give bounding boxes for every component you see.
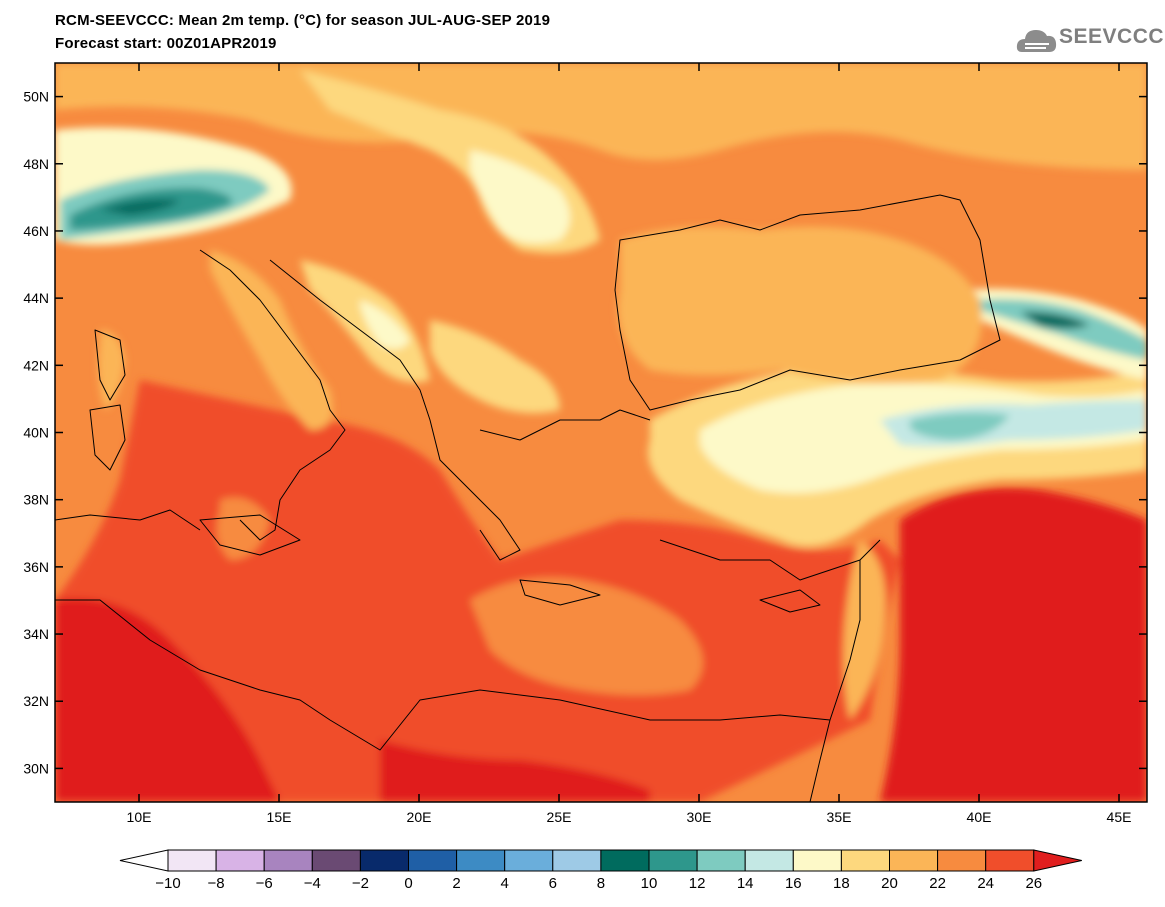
- lon-label: 45E: [1107, 809, 1132, 825]
- colorbar-label: −2: [352, 875, 369, 892]
- colorbar-under-arrow: [119, 849, 169, 872]
- lat-label: 48N: [23, 156, 49, 172]
- colorbar-labels: −10 −8 −6 −4 −2 0 2 4 6 8 10 12 14 16 18 20 22 24 26: [155, 875, 1042, 892]
- colorbar-bin: [215, 849, 265, 872]
- colorbar-label: 6: [549, 875, 557, 892]
- lat-label: 46N: [23, 223, 49, 239]
- colorbar-label: 26: [1025, 875, 1042, 892]
- lon-label: 15E: [267, 809, 292, 825]
- lat-label: 30N: [23, 760, 49, 776]
- lon-label: 10E: [127, 809, 152, 825]
- colorbar-bin: [840, 849, 891, 872]
- cloud-icon: [1016, 30, 1057, 52]
- colorbar-bin: [648, 849, 698, 872]
- colorbar-label: 2: [452, 875, 460, 892]
- colorbar-label: −8: [208, 875, 225, 892]
- lat-label: 40N: [23, 425, 49, 441]
- colorbar-label: 24: [977, 875, 994, 892]
- latitude-labels: 30N 32N 34N 36N 38N 40N 42N 44N 46N 48N 50N: [23, 89, 49, 777]
- lat-label: 44N: [23, 290, 49, 306]
- colorbar-bin: [889, 849, 939, 872]
- colorbar-label: 22: [929, 875, 946, 892]
- colorbar-bin: [167, 849, 217, 872]
- colorbar-bin: [937, 849, 987, 872]
- colorbar-bin: [985, 849, 1035, 872]
- colorbar-label: −6: [256, 875, 273, 892]
- colorbar-bin: [600, 849, 650, 872]
- lon-label: 35E: [827, 809, 852, 825]
- colorbar-label: 8: [597, 875, 605, 892]
- colorbar-bin: [456, 849, 506, 872]
- lat-label: 32N: [23, 693, 49, 709]
- lat-label: 36N: [23, 559, 49, 575]
- colorbar-label: 16: [785, 875, 802, 892]
- lon-label: 20E: [407, 809, 432, 825]
- colorbar-label: −4: [304, 875, 321, 892]
- colorbar-bin: [552, 849, 602, 872]
- colorbar-label: 10: [641, 875, 658, 892]
- logo-text: SEEVCCC: [1059, 25, 1165, 48]
- colorbar-bin: [504, 849, 554, 872]
- colorbar-label: 18: [833, 875, 850, 892]
- forecast-start-label: Forecast start: 00Z01APR2019: [55, 35, 277, 52]
- axis-ticks: [55, 63, 1147, 802]
- lat-label: 50N: [23, 89, 49, 105]
- colorbar-over-arrow: [1033, 849, 1082, 872]
- colorbar-label: −10: [155, 875, 180, 892]
- colorbar-label: 0: [404, 875, 412, 892]
- colorbar-label: 4: [501, 875, 509, 892]
- colorbar-bin: [792, 849, 842, 872]
- lat-label: 42N: [23, 357, 49, 373]
- lat-label: 38N: [23, 492, 49, 508]
- longitude-labels: 10E 15E 20E 25E 30E 35E 40E 45E: [127, 809, 1132, 825]
- colorbar-label: 14: [737, 875, 754, 892]
- colorbar-bin: [696, 849, 746, 872]
- colorbar-bin: [311, 849, 361, 872]
- temperature-field: [55, 63, 1147, 802]
- lon-label: 30E: [687, 809, 712, 825]
- colorbar: [119, 849, 1082, 872]
- coastlines: [55, 194, 1001, 802]
- lon-label: 25E: [547, 809, 572, 825]
- map-title: RCM-SEEVCCC: Mean 2m temp. (°C) for seas…: [55, 12, 551, 29]
- colorbar-bin: [359, 849, 409, 872]
- colorbar-bin: [744, 849, 794, 872]
- lon-label: 40E: [967, 809, 992, 825]
- lat-label: 34N: [23, 626, 49, 642]
- colorbar-bin: [263, 849, 313, 872]
- colorbar-label: 20: [881, 875, 898, 892]
- colorbar-label: 12: [689, 875, 706, 892]
- colorbar-bin: [408, 849, 458, 872]
